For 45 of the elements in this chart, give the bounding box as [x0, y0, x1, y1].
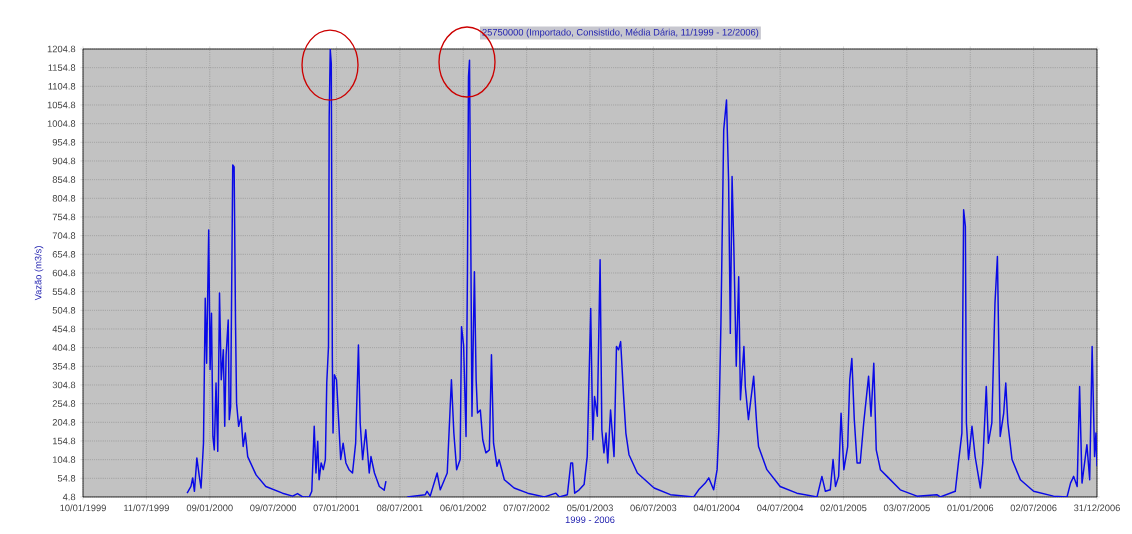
x-tick-label: 04/07/2004	[757, 504, 804, 512]
y-tick-label: 404.8	[52, 344, 76, 351]
y-tick-label: 1104.8	[48, 83, 76, 90]
y-tick-label: 754.8	[52, 213, 76, 221]
y-tick-label: 4.8	[62, 493, 76, 501]
y-tick-label: 554.8	[52, 288, 76, 295]
x-tick-label: 10/01/1999	[60, 504, 106, 512]
x-tick-label: 05/01/2003	[567, 504, 613, 512]
x-tick-label: 08/07/2001	[376, 504, 423, 512]
y-tick-label: 154.8	[52, 437, 76, 445]
y-tick-label: 504.8	[52, 307, 76, 314]
y-tick-label: 654.8	[52, 251, 76, 258]
y-tick-label: 604.8	[52, 269, 76, 277]
y-axis-title: Vazão (m3/s)	[34, 246, 44, 301]
y-tick-label: 704.8	[52, 232, 76, 239]
x-tick-label: 31/12/2006	[1074, 504, 1120, 512]
x-tick-label: 06/07/2003	[630, 504, 677, 512]
x-tick-label: 09/01/2000	[186, 504, 233, 512]
y-tick-label: 454.8	[52, 325, 76, 333]
x-tick-label: 11/07/1999	[124, 504, 169, 512]
y-tick-label: 804.8	[52, 195, 76, 202]
x-tick-label: 02/07/2006	[1010, 504, 1057, 512]
y-tick-label: 1054.8	[47, 101, 76, 109]
x-tick-label: 07/07/2002	[503, 504, 550, 512]
y-tick-label: 254.8	[52, 400, 76, 407]
x-tick-label: 04/01/2004	[693, 504, 740, 512]
y-tick-label: 904.8	[52, 157, 76, 165]
x-tick-label: 07/01/2001	[313, 504, 360, 512]
x-tick-label: 01/01/2006	[947, 504, 994, 512]
y-tick-label: 54.8	[57, 475, 76, 482]
y-tick-label: 854.8	[52, 176, 76, 183]
y-tick-label: 1154.8	[48, 64, 76, 71]
y-tick-label: 304.8	[52, 381, 76, 389]
chart-title: 25750000 (Importado, Consistido, Média Dária, 11/1999 - 12/2006)	[482, 28, 759, 38]
y-tick-label: 104.8	[52, 456, 76, 463]
x-axis-title: 1999 - 2006	[565, 516, 615, 523]
x-tick-label: 06/01/2002	[440, 504, 487, 512]
x-tick-label: 09/07/2000	[250, 504, 297, 512]
y-tick-label: 1004.8	[47, 120, 76, 127]
y-tick-label: 204.8	[52, 419, 76, 426]
y-tick-label: 354.8	[52, 363, 76, 370]
y-tick-label: 1204.8	[47, 45, 76, 53]
x-tick-label: 03/07/2005	[883, 504, 930, 512]
x-tick-label: 02/01/2005	[820, 504, 867, 512]
y-tick-label: 954.8	[52, 139, 76, 146]
